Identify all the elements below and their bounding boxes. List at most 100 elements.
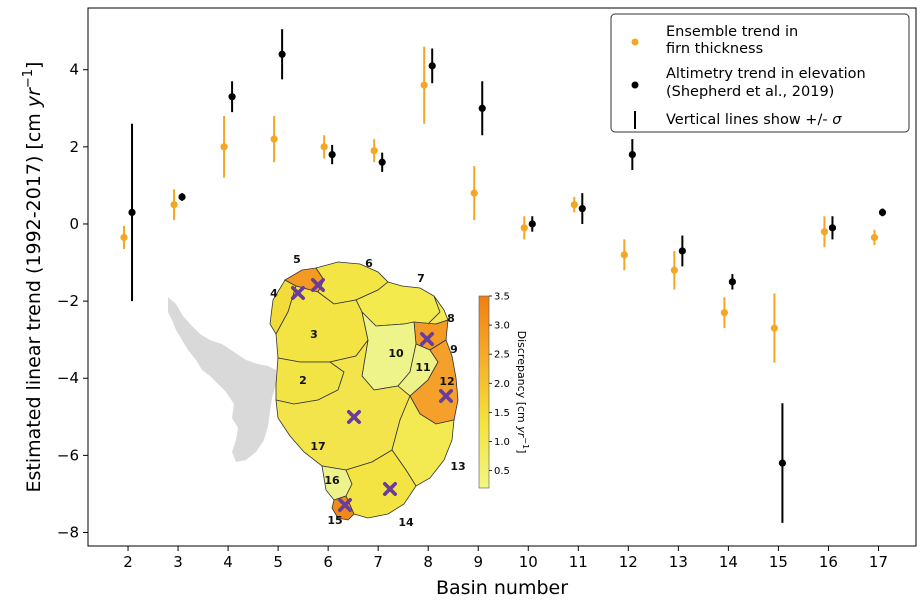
x-tick-label: 14 xyxy=(719,553,738,571)
ensemble-point xyxy=(120,233,128,242)
colorbar-tick-label: 2.0 xyxy=(494,379,510,390)
y-axis: −8 −6 −4 −2 0 2 4 xyxy=(57,61,88,542)
x-tick-label: 16 xyxy=(819,553,838,571)
basin-labels: 2 3 4 5 6 7 8 9 10 11 12 13 14 15 16 17 xyxy=(270,253,465,529)
altimetry-point xyxy=(828,224,837,232)
basin-17-region xyxy=(275,339,411,471)
basin-label-14: 14 xyxy=(398,516,414,529)
basin-label-8: 8 xyxy=(447,312,455,325)
colorbar-ticks: 0.5 1.0 1.5 2.0 2.5 3.0 3.5 xyxy=(489,292,510,477)
legend: Ensemble trend in firn thickness Altimet… xyxy=(610,13,910,133)
ensemble-point xyxy=(720,309,728,317)
x-tick-label: 13 xyxy=(669,553,688,571)
legend-ensemble-marker xyxy=(631,38,639,46)
basin-label-5: 5 xyxy=(293,253,301,266)
legend-box xyxy=(610,13,910,133)
ensemble-point xyxy=(870,233,879,242)
colorbar-tick-label: 3.5 xyxy=(494,292,510,303)
colorbar-label: Discrepancy [cm yr−1] xyxy=(515,331,530,454)
basin-label-7: 7 xyxy=(417,272,425,285)
altimetry-point xyxy=(578,204,586,213)
ensemble-point xyxy=(770,324,779,332)
basin-map-inset xyxy=(168,261,459,521)
y-tick-label: 2 xyxy=(69,138,79,156)
y-tick-label: −4 xyxy=(57,369,79,387)
legend-altimetry-marker xyxy=(631,81,639,89)
legend-altimetry-label-2: (Shepherd et al., 2019) xyxy=(666,84,834,100)
y-tick-label: −6 xyxy=(57,446,79,464)
discrepancy-marker xyxy=(438,388,454,404)
altimetry-point xyxy=(278,50,286,58)
altimetry-point xyxy=(228,93,236,101)
ensemble-point xyxy=(170,201,178,209)
discrepancy-marker xyxy=(382,481,398,497)
basin-label-15: 15 xyxy=(327,514,342,527)
ensemble-point xyxy=(420,81,428,89)
discrepancy-marker xyxy=(290,285,306,301)
colorbar-tick-label: 1.5 xyxy=(494,408,510,419)
basin-13-region xyxy=(391,395,455,487)
legend-altimetry-label-1: Altimetry trend in elevation xyxy=(666,66,866,82)
basin-label-12: 12 xyxy=(439,375,454,388)
altimetry-point xyxy=(378,158,386,166)
series-ensemble xyxy=(120,46,879,363)
x-tick-label: 2 xyxy=(123,553,133,571)
colorbar-tick-label: 1.0 xyxy=(494,437,510,448)
basin-14-region xyxy=(345,449,417,519)
basin-label-3: 3 xyxy=(310,328,318,341)
ensemble-point xyxy=(670,266,678,274)
basin-label-2: 2 xyxy=(299,374,307,387)
basin-label-10: 10 xyxy=(388,347,404,360)
ensemble-point xyxy=(470,189,478,197)
high-discrepancy-markers xyxy=(290,277,454,513)
y-tick-label: 4 xyxy=(69,61,79,79)
ensemble-point xyxy=(570,201,578,209)
y-tick-label: 0 xyxy=(69,215,79,233)
colorbar-tick-label: 0.5 xyxy=(494,466,510,477)
x-tick-label: 17 xyxy=(869,553,888,571)
basin-label-13: 13 xyxy=(450,460,465,473)
series-altimetry xyxy=(128,29,887,523)
legend-ensemble-label-1: Ensemble trend in xyxy=(666,24,798,40)
altimetry-point xyxy=(328,150,336,159)
basin-label-4: 4 xyxy=(270,287,278,300)
y-tick-label: −8 xyxy=(57,524,79,542)
ensemble-point xyxy=(820,228,829,236)
ensemble-point xyxy=(620,251,628,259)
altimetry-point xyxy=(678,247,686,255)
altimetry-point xyxy=(728,278,736,286)
y-axis-label: Estimated linear trend (1992-2017) [cm y… xyxy=(21,62,45,493)
discrepancy-marker xyxy=(346,409,362,425)
antarctic-peninsula xyxy=(168,297,276,462)
discrepancy-marker xyxy=(419,331,435,347)
altimetry-point xyxy=(878,208,887,217)
x-tick-label: 6 xyxy=(323,553,333,571)
discrepancy-colorbar: 0.5 1.0 1.5 2.0 2.5 3.0 3.5 Discrepancy [cm yr… xyxy=(478,292,530,489)
altimetry-point xyxy=(178,193,186,201)
y-tick-label: −2 xyxy=(57,292,79,310)
x-tick-label: 8 xyxy=(423,553,433,571)
basin-label-6: 6 xyxy=(365,257,373,270)
x-tick-label: 10 xyxy=(519,553,538,571)
colorbar-gradient xyxy=(478,295,490,489)
ensemble-point xyxy=(370,147,378,155)
altimetry-point xyxy=(778,459,787,467)
x-tick-label: 3 xyxy=(173,553,183,571)
x-tick-label: 7 xyxy=(373,553,383,571)
ensemble-point xyxy=(320,143,328,151)
colorbar-tick-label: 3.0 xyxy=(494,321,510,332)
altimetry-point xyxy=(478,104,486,112)
altimetry-point xyxy=(128,208,136,217)
legend-ensemble-label-2: firn thickness xyxy=(666,41,763,57)
x-tick-label: 5 xyxy=(273,553,283,571)
x-tick-label: 9 xyxy=(473,553,483,571)
x-axis: 2 3 4 5 6 7 8 9 10 11 12 13 14 15 16 17 xyxy=(123,546,888,571)
basin-label-9: 9 xyxy=(450,343,458,356)
x-tick-label: 11 xyxy=(569,553,588,571)
basin-label-11: 11 xyxy=(415,361,430,374)
x-axis-label: Basin number xyxy=(436,577,568,599)
ensemble-point xyxy=(220,143,228,151)
colorbar-tick-label: 2.5 xyxy=(494,350,510,361)
x-tick-label: 12 xyxy=(619,553,638,571)
